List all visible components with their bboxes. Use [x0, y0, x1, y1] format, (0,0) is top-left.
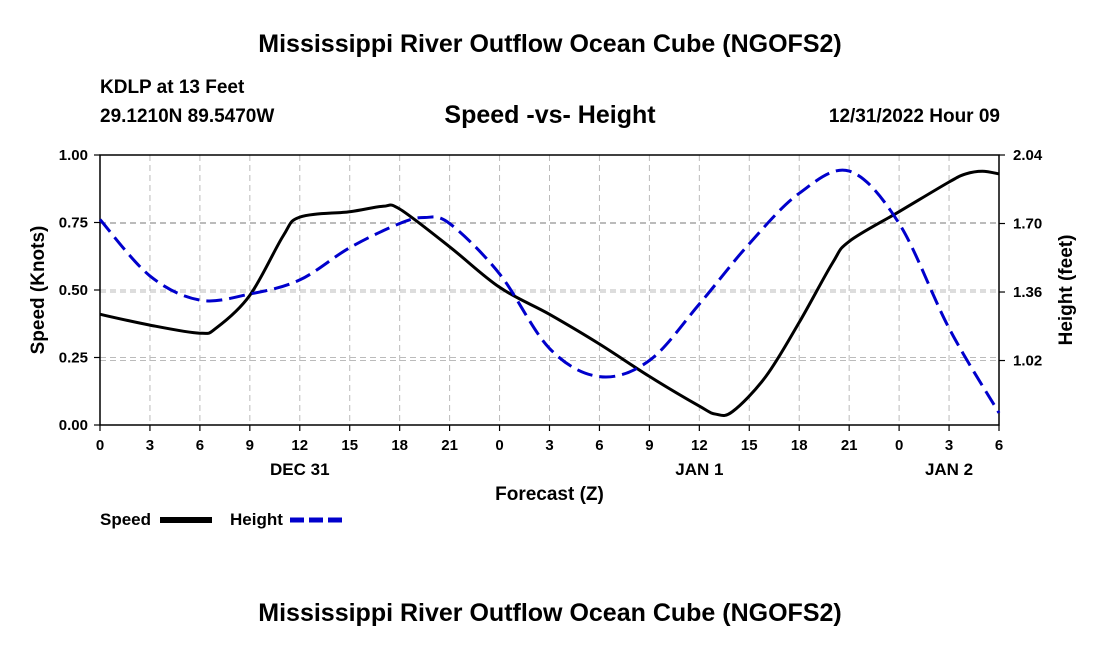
x-tick-label: 18 — [791, 437, 808, 454]
chart-title: Speed -vs- Height — [444, 101, 656, 129]
x-tick-label: 12 — [291, 437, 308, 454]
x-tick-label: 6 — [595, 437, 603, 454]
series — [98, 168, 1001, 418]
legend-speed-label: Speed — [100, 510, 151, 529]
y2-tick-label: 1.02 — [1013, 353, 1042, 370]
x-tick-label: 3 — [945, 437, 953, 454]
page-title-repeat: Mississippi River Outflow Ocean Cube (NG… — [258, 599, 842, 627]
x-tick-label: 21 — [841, 437, 858, 454]
speed-height-chart: 0 3 6 9 12 15 18 21 0 3 6 9 12 15 18 21 0 3 6 DEC 31 JAN 1 JA… — [28, 147, 1077, 529]
y2-tick-label: 2.04 — [1013, 147, 1043, 164]
y-tick-label: 0.75 — [59, 215, 88, 232]
date-label: JAN 1 — [675, 460, 723, 479]
legend-height-label: Height — [230, 510, 283, 529]
y2-tick-label: 1.36 — [1013, 284, 1042, 301]
height-series-line — [98, 168, 1001, 414]
x-tick-label: 0 — [96, 437, 104, 454]
station-coordinates: 29.1210N 89.5470W — [100, 106, 275, 127]
x-tick-label: 0 — [495, 437, 503, 454]
x-tick-label: 18 — [391, 437, 408, 454]
x-tick-label: 21 — [441, 437, 458, 454]
page-title: Mississippi River Outflow Ocean Cube (NG… — [258, 30, 842, 58]
speed-series-line — [99, 169, 1000, 418]
y-tick-label: 0.50 — [59, 282, 88, 299]
y-tick-label: 0.25 — [59, 350, 88, 367]
x-tick-label: 12 — [691, 437, 708, 454]
station-label: KDLP at 13 Feet — [100, 77, 245, 98]
date-label: JAN 2 — [925, 460, 973, 479]
x-tick-label: 9 — [645, 437, 653, 454]
y-axis-title: Speed (Knots) — [28, 226, 49, 355]
y2-tick-label: 1.70 — [1013, 216, 1042, 233]
x-tick-label: 6 — [196, 437, 204, 454]
y2-axis-title: Height (feet) — [1056, 235, 1077, 346]
x-tick-label: 6 — [995, 437, 1003, 454]
x-tick-label: 3 — [146, 437, 154, 454]
y-tick-label: 0.00 — [59, 417, 88, 434]
x-tick-label: 3 — [545, 437, 553, 454]
date-label: DEC 31 — [270, 460, 330, 479]
x-tick-label: 0 — [895, 437, 903, 454]
x-tick-label: 15 — [341, 437, 358, 454]
y-tick-label: 1.00 — [59, 147, 88, 164]
legend: Speed Height — [100, 510, 342, 529]
axes: 0 3 6 9 12 15 18 21 0 3 6 9 12 15 18 21 0 3 6 DEC 31 JAN 1 JA… — [59, 147, 1043, 479]
x-tick-label: 9 — [246, 437, 254, 454]
forecast-datetime: 12/31/2022 Hour 09 — [828, 106, 1000, 127]
grid — [100, 155, 999, 425]
x-axis-title: Forecast (Z) — [495, 484, 604, 505]
x-tick-label: 15 — [741, 437, 758, 454]
